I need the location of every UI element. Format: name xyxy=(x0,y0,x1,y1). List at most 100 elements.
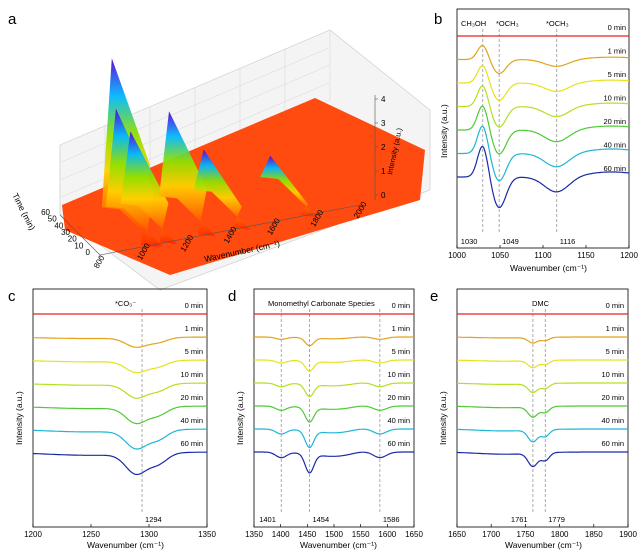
x-tick-label: 1100 xyxy=(534,251,552,260)
panel-letter-a: a xyxy=(8,11,17,28)
series-line xyxy=(254,359,414,372)
x-tick-label: 1850 xyxy=(585,530,603,539)
series-label: 20 min xyxy=(601,393,624,402)
series-line xyxy=(457,125,630,182)
x-tick-label: 1350 xyxy=(245,530,263,539)
series-label: 40 min xyxy=(603,141,626,150)
grid-line xyxy=(59,29,331,146)
x-tick-label: 1200 xyxy=(24,530,42,539)
reference-line-label: 1030 xyxy=(461,237,478,246)
series-label: 60 min xyxy=(180,439,203,448)
series-line xyxy=(457,65,629,101)
x-tick-label: 1600 xyxy=(378,530,396,539)
series-label: 0 min xyxy=(606,301,624,310)
series-line xyxy=(457,45,630,75)
x-tick-label: 1400 xyxy=(272,530,290,539)
series-line xyxy=(33,336,207,348)
y-axis-label-b: Intensity (a.u.) xyxy=(439,104,449,158)
z-tick-label: 2 xyxy=(381,143,386,152)
series-line xyxy=(457,145,630,209)
series-label: 20 min xyxy=(603,117,626,126)
series-line xyxy=(33,382,207,399)
z-tick-label: 0 xyxy=(381,191,386,200)
x-axis-label-b: Wavenumber (cm⁻¹) xyxy=(510,263,587,273)
annotation-ch3oh: CH₃OH xyxy=(461,19,486,28)
x-tick-label: 1050 xyxy=(491,251,509,260)
series-label: 10 min xyxy=(603,94,626,103)
z-tick-label: 4 xyxy=(381,95,386,104)
series-line xyxy=(457,405,628,418)
series-line xyxy=(254,405,414,423)
x-tick-label: 1000 xyxy=(448,251,466,260)
reference-line-label: 1779 xyxy=(548,515,565,524)
x-tick-label: 1450 xyxy=(298,530,316,539)
plot-area-e: 1761 1779 1650 1700 1750 1800 1850 1900 0 min 1 m… xyxy=(448,301,637,539)
series-line xyxy=(33,359,207,374)
x-tick-label: 1650 xyxy=(405,530,423,539)
axis-label-time: Time (min) xyxy=(10,191,37,232)
z-tick-label: 1 xyxy=(381,167,386,176)
series-line xyxy=(457,85,630,128)
x-tick-label: 1150 xyxy=(577,251,595,260)
annotation-och3-2: *OCH₃ xyxy=(546,19,569,28)
surface-base xyxy=(62,98,425,275)
panel-letter-d: d xyxy=(228,288,236,305)
series-label: 1 min xyxy=(185,324,203,333)
series-label: 0 min xyxy=(608,23,626,32)
panel-letter-e: e xyxy=(430,288,438,305)
series-label: 60 min xyxy=(387,439,410,448)
y-axis-label-e: Intensity (a.u.) xyxy=(438,391,448,445)
panel-letter-b: b xyxy=(434,11,442,28)
annotation-dmc: DMC xyxy=(532,299,550,308)
series-label: 1 min xyxy=(392,324,410,333)
series-label: 40 min xyxy=(601,416,624,425)
plot-frame-e xyxy=(456,288,629,528)
series-label: 10 min xyxy=(180,370,203,379)
surface-peak xyxy=(260,155,318,217)
series-label: 60 min xyxy=(603,164,626,173)
reference-line-label: 1116 xyxy=(560,237,576,246)
series-label: 20 min xyxy=(387,393,410,402)
series-label: 0 min xyxy=(392,301,410,310)
panel-b: b 1030 1049 1116 1000 1050 1100 1150 1200 0 min 1… xyxy=(434,8,638,273)
panel-letter-c: c xyxy=(8,288,16,305)
series-label: 40 min xyxy=(180,416,203,425)
plot-area-d: 1401 1454 1586 1350 1400 1450 1500 1550 1600 1650… xyxy=(245,301,423,539)
series-label: 5 min xyxy=(608,70,626,79)
series-line xyxy=(457,336,628,344)
axis-time xyxy=(59,214,101,256)
y-tick-label: 40 xyxy=(54,221,63,230)
y-axis-label-d: Intensity (a.u.) xyxy=(235,391,245,445)
y-tick-label: 20 xyxy=(68,235,77,244)
plot-area-c: 1294 1200 1250 1300 1350 0 min 1 min 5 min 10 mi… xyxy=(24,301,216,539)
x-tick-label: 800 xyxy=(92,253,107,270)
y-axis-label-c: Intensity (a.u.) xyxy=(14,391,24,445)
reference-line-label: 1761 xyxy=(511,515,528,524)
series-line xyxy=(33,405,207,425)
series-line xyxy=(254,451,414,474)
series-line xyxy=(457,105,629,155)
series-line xyxy=(457,451,628,468)
series-label: 5 min xyxy=(392,347,410,356)
y-tick-label: 60 xyxy=(41,208,50,217)
series-label: 60 min xyxy=(601,439,624,448)
series-line xyxy=(254,428,414,449)
x-tick-label: 1550 xyxy=(352,530,370,539)
x-axis-label-c: Wavenumber (cm⁻¹) xyxy=(87,540,164,550)
grid-line xyxy=(59,47,331,163)
x-tick-label: 1300 xyxy=(140,530,158,539)
reference-line-label: 1454 xyxy=(312,515,329,524)
reference-line-label: 1049 xyxy=(502,237,519,246)
z-tick-label: 3 xyxy=(381,119,386,128)
series-line xyxy=(32,451,208,476)
x-tick-label: 1500 xyxy=(325,530,343,539)
x-tick-label: 1200 xyxy=(620,251,638,260)
surface-peak xyxy=(120,131,178,244)
reference-line-label: 1294 xyxy=(145,515,162,524)
series-line xyxy=(457,428,628,443)
series-label: 20 min xyxy=(180,393,203,402)
series-label: 1 min xyxy=(608,47,626,56)
